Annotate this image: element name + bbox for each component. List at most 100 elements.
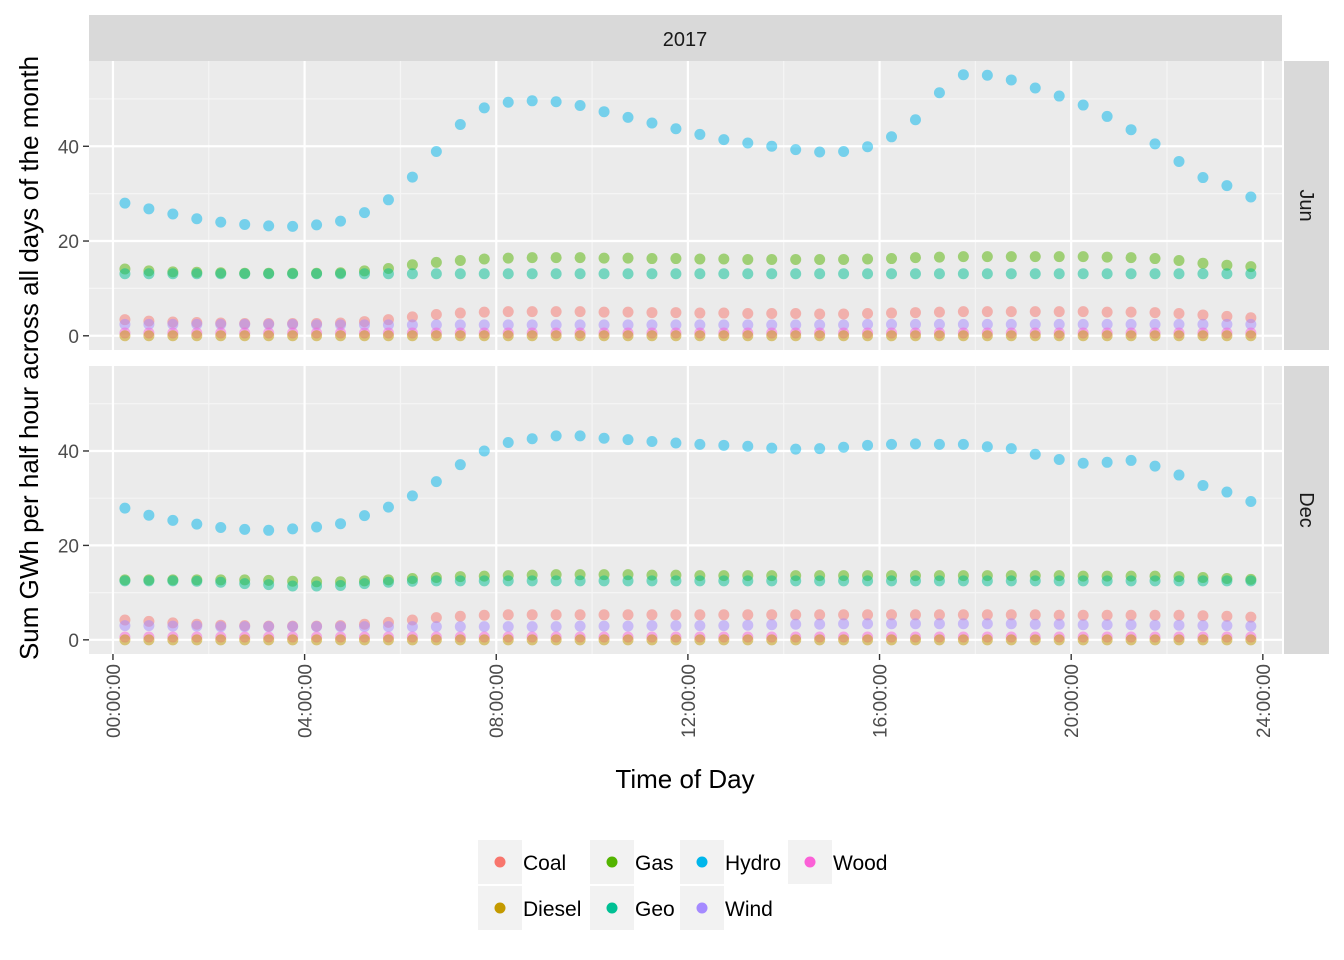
point-coal: [1005, 609, 1017, 621]
legend-swatch-geo: [606, 902, 618, 914]
point-hydro: [1125, 124, 1137, 136]
point-geo: [167, 268, 179, 280]
point-wind: [862, 618, 874, 630]
point-geo: [191, 268, 203, 280]
point-geo: [766, 575, 778, 587]
point-geo: [311, 268, 323, 280]
point-diesel: [502, 330, 514, 342]
point-diesel: [358, 330, 370, 342]
point-diesel: [550, 330, 562, 342]
point-geo: [1173, 575, 1185, 587]
point-gas: [526, 252, 538, 264]
legend-swatch-wood: [804, 856, 816, 868]
facet-strip-dec: [1284, 366, 1329, 654]
point-coal: [478, 609, 490, 621]
legend-label-geo: Geo: [635, 898, 675, 921]
point-hydro: [622, 434, 634, 446]
point-diesel: [406, 634, 418, 646]
point-hydro: [239, 523, 251, 535]
point-wind: [670, 620, 682, 632]
point-diesel: [143, 634, 155, 646]
point-wind: [478, 319, 490, 331]
facet-strip-label-dec: Dec: [1295, 492, 1317, 528]
point-hydro: [119, 197, 131, 209]
point-hydro: [1005, 74, 1017, 86]
point-wind: [478, 621, 490, 633]
point-geo: [430, 268, 442, 280]
point-coal: [1221, 310, 1233, 322]
point-gas: [790, 254, 802, 266]
y-tick-label: 0: [68, 327, 79, 348]
point-hydro: [1029, 448, 1041, 460]
point-wind: [335, 319, 347, 331]
point-hydro: [933, 87, 945, 99]
point-hydro: [862, 141, 874, 153]
point-wind: [191, 318, 203, 330]
point-wind: [694, 319, 706, 331]
point-diesel: [574, 634, 586, 646]
panel-y-ticks-jun: 0 20 40: [58, 137, 89, 348]
panel-grid-jun: [89, 61, 1282, 350]
point-wind: [1149, 318, 1161, 330]
point-geo: [766, 268, 778, 280]
point-hydro: [1053, 453, 1065, 465]
point-coal: [406, 311, 418, 323]
point-geo: [382, 576, 394, 588]
point-diesel: [766, 330, 778, 342]
legend-swatch-gas: [606, 856, 618, 868]
point-wind: [814, 319, 826, 331]
point-wind: [406, 319, 418, 331]
point-gas: [838, 254, 850, 266]
point-wind: [358, 621, 370, 633]
point-hydro: [311, 219, 323, 231]
point-geo: [406, 575, 418, 587]
facet-strip-label-jun: Jun: [1295, 189, 1317, 221]
point-diesel: [1245, 634, 1257, 646]
point-wind: [191, 620, 203, 632]
point-wind: [670, 319, 682, 331]
point-geo: [862, 575, 874, 587]
point-coal: [1197, 610, 1209, 622]
point-coal: [1149, 609, 1161, 621]
point-wind: [311, 319, 323, 331]
point-hydro: [143, 203, 155, 215]
point-coal: [550, 306, 562, 318]
point-geo: [502, 268, 514, 280]
point-geo: [838, 575, 850, 587]
point-diesel: [622, 634, 634, 646]
point-geo: [1053, 575, 1065, 587]
point-geo: [1245, 575, 1257, 587]
point-gas: [598, 252, 610, 264]
point-coal: [598, 609, 610, 621]
point-wind: [454, 621, 466, 633]
point-hydro: [814, 443, 826, 455]
point-coal: [790, 609, 802, 621]
point-gas: [1005, 251, 1017, 263]
point-diesel: [358, 634, 370, 646]
legend: Coal Diesel Gas Geo Hydro Wind Wood: [478, 840, 887, 930]
point-wind: [886, 618, 898, 630]
point-wind: [1053, 318, 1065, 330]
point-wind: [646, 620, 658, 632]
y-tick-label: 20: [58, 536, 79, 557]
point-geo: [287, 268, 299, 280]
point-coal: [886, 609, 898, 621]
point-geo: [598, 268, 610, 280]
point-hydro: [1173, 469, 1185, 481]
point-hydro: [1077, 457, 1089, 469]
point-diesel: [143, 330, 155, 342]
point-hydro: [478, 445, 490, 457]
point-geo: [862, 268, 874, 280]
point-diesel: [239, 330, 251, 342]
point-wind: [382, 621, 394, 633]
point-hydro: [1077, 99, 1089, 111]
point-wind: [957, 318, 969, 330]
point-diesel: [646, 330, 658, 342]
panel-points-dec: [119, 430, 1257, 646]
point-coal: [1245, 611, 1257, 623]
point-wind: [1149, 619, 1161, 631]
point-wind: [598, 620, 610, 632]
point-geo: [742, 575, 754, 587]
point-geo: [1077, 575, 1089, 587]
point-diesel: [502, 634, 514, 646]
